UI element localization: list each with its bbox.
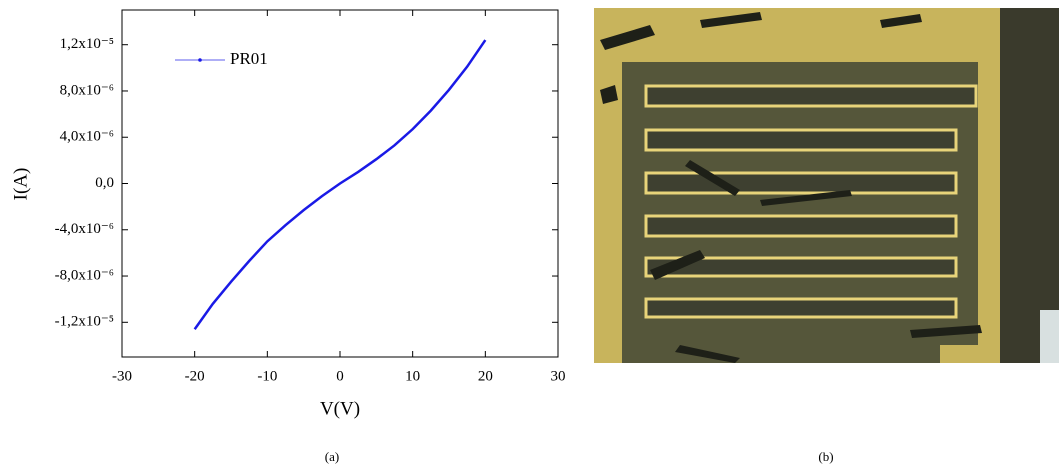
- photo-dark-edge: [1000, 8, 1059, 363]
- x-tick-label: 0: [336, 368, 344, 384]
- x-tick-label: 10: [405, 368, 420, 384]
- legend-label: PR01: [230, 49, 268, 68]
- y-tick-label: 0,0: [95, 175, 114, 191]
- x-tick-label: 30: [551, 368, 566, 384]
- caption: (a): [325, 449, 339, 464]
- x-tick-label: 20: [478, 368, 493, 384]
- y-tick-label: 8,0x10⁻⁶: [60, 82, 114, 98]
- y-tick-label: -8,0x10⁻⁶: [55, 267, 114, 283]
- data-line: [193, 39, 487, 330]
- photo: [594, 8, 1059, 363]
- y-tick-label: 4,0x10⁻⁶: [60, 129, 114, 145]
- x-axis-label: V(V): [320, 398, 360, 419]
- x-tick-label: -10: [257, 368, 277, 384]
- y-tick-label: -4,0x10⁻⁶: [55, 221, 114, 237]
- y-tick-label: -1,2x10⁻⁵: [55, 314, 114, 330]
- electrode-slots: [644, 84, 978, 319]
- caption: (b): [818, 449, 833, 464]
- crystals: [600, 12, 982, 363]
- y-axis-label: I(A): [10, 168, 31, 201]
- x-tick-label: -20: [185, 368, 205, 384]
- photo-bright-corner: [1040, 310, 1059, 363]
- legend-marker: [198, 58, 202, 62]
- x-tick-label: -30: [112, 368, 132, 384]
- y-tick-label: 1,2x10⁻⁵: [60, 36, 114, 52]
